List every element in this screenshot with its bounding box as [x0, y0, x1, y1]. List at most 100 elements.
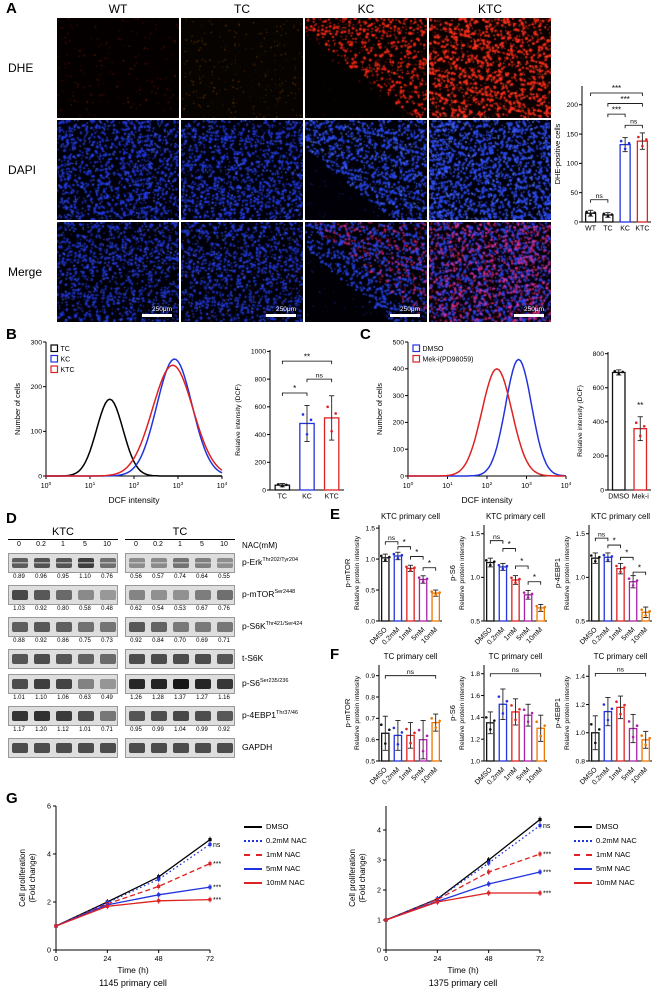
protein-band	[100, 711, 116, 721]
column-header-ktc: KTC	[478, 2, 502, 16]
protein-band	[151, 558, 167, 568]
protein-band	[78, 711, 94, 721]
blot-target-label: p-4EBP1Thr37/46	[242, 710, 299, 720]
svg-text:DHE-positive cells: DHE-positive cells	[553, 123, 562, 184]
svg-text:0: 0	[384, 954, 388, 963]
svg-text:WT: WT	[585, 226, 597, 233]
legend-item: 10mM NAC	[244, 878, 338, 887]
protein-band	[173, 558, 189, 568]
tc-ps6-chart: 1.0 1.2 1.4 1.6 1.8 p-S6 Relative protein inte…	[447, 650, 551, 792]
protein-band	[34, 654, 50, 664]
protein-band	[34, 711, 50, 721]
svg-text:KTC primary cell: KTC primary cell	[486, 512, 545, 521]
band-quantification: 0.53	[174, 606, 186, 612]
legend-label: 0.2mM NAC	[266, 836, 307, 845]
svg-text:2: 2	[47, 898, 51, 907]
blot-strip	[125, 585, 235, 605]
svg-text:3: 3	[377, 856, 381, 865]
band-quantification: 0.64	[196, 574, 208, 580]
legend-label: 10mM NAC	[266, 878, 305, 887]
protein-band	[56, 711, 72, 721]
legend-label: DMSO	[266, 822, 289, 831]
protein-band	[151, 654, 167, 664]
band-quantification: 0.84	[152, 638, 164, 644]
band-quantification: 0.67	[196, 606, 208, 612]
svg-text:1.2: 1.2	[471, 736, 481, 743]
micrograph-canvas	[429, 18, 551, 118]
scale-bar-label: 250μm	[275, 306, 296, 313]
protein-band	[217, 622, 233, 632]
band-quantification: 0.63	[79, 695, 91, 701]
protein-band	[195, 590, 211, 600]
protein-band	[56, 622, 72, 632]
protein-band	[195, 743, 211, 753]
column-header-tc: TC	[234, 2, 250, 16]
svg-text:1mM: 1mM	[608, 626, 624, 642]
f1-svg: 0.5 0.6 0.7 0.8 0.9 p-mTOR Relative protein in…	[343, 652, 442, 787]
protein-band	[100, 558, 116, 568]
svg-text:400: 400	[393, 366, 405, 373]
svg-text:0.5: 0.5	[366, 758, 376, 765]
micrograph-merge-tc: 250μm	[181, 222, 303, 322]
micrograph-merge-wt: 250μm	[57, 222, 179, 322]
protein-band	[173, 654, 189, 664]
svg-text:24: 24	[433, 954, 441, 963]
blot-strip	[8, 649, 118, 669]
legend-line-sample	[574, 867, 592, 870]
panel-c-label: C	[360, 326, 371, 343]
svg-text:TC: TC	[278, 494, 287, 501]
nac-dose-label: 0	[17, 541, 21, 548]
row-label-dapi: DAPI	[8, 163, 37, 177]
svg-text:102: 102	[129, 481, 140, 490]
legend-line-sample	[244, 881, 262, 884]
svg-text:Mek-i: Mek-i	[632, 494, 650, 501]
band-quantification: 1.10	[35, 695, 47, 701]
protein-band	[12, 558, 28, 568]
svg-text:ns: ns	[543, 823, 551, 830]
legend-item: 10mM NAC	[574, 878, 656, 887]
legend-label: 1mM NAC	[596, 850, 631, 859]
svg-text:1145 primary cell: 1145 primary cell	[99, 978, 167, 988]
panel-a-microscopy-grid: WT TC KC KTC DHE DAPI Merge 250μm 250μm 250μm 250μ…	[0, 0, 656, 330]
svg-text:0.8: 0.8	[576, 758, 586, 765]
svg-text:ns: ns	[493, 534, 501, 541]
protein-band	[100, 679, 116, 689]
band-quantification: 0.58	[79, 606, 91, 612]
svg-text:1000: 1000	[251, 349, 266, 356]
row-label-merge: Merge	[8, 265, 43, 279]
svg-text:ns: ns	[407, 669, 415, 676]
blot-strip	[8, 617, 118, 637]
b_bar-svg: 0 200 400 600 800 1000 Relative intensity (DCF…	[235, 349, 344, 501]
protein-band	[129, 622, 145, 632]
svg-text:ns: ns	[512, 667, 520, 674]
svg-text:500: 500	[393, 339, 405, 346]
svg-text:Relative intensity (DCF): Relative intensity (DCF)	[235, 384, 242, 456]
svg-text:DMSO: DMSO	[608, 494, 630, 501]
svg-text:Time (h): Time (h)	[447, 965, 478, 975]
svg-text:*: *	[638, 563, 641, 572]
svg-text:p-mTOR: p-mTOR	[343, 698, 352, 727]
legend-label: 5mM NAC	[596, 864, 631, 873]
svg-text:Number of cells: Number of cells	[375, 383, 384, 435]
svg-text:ns: ns	[630, 118, 638, 125]
band-quantification: 0.99	[152, 727, 164, 733]
band-quantification: 0.71	[218, 638, 230, 644]
protein-band	[151, 590, 167, 600]
micrograph-canvas	[57, 120, 179, 220]
svg-text:DCF intensity: DCF intensity	[108, 495, 160, 505]
tc-p4ebp1-chart: 0.8 1.0 1.2 1.4 p-4EBP1 Relative protein inte…	[552, 650, 656, 792]
svg-text:0.8: 0.8	[366, 694, 376, 701]
legend-item: DMSO	[574, 822, 656, 831]
protein-band	[195, 711, 211, 721]
protein-band	[12, 622, 28, 632]
micrograph-canvas	[57, 222, 179, 322]
protein-band	[217, 654, 233, 664]
svg-text:0.0: 0.0	[366, 618, 376, 625]
micrograph-dapi-kc	[305, 120, 427, 220]
band-quantification: 1.12	[57, 727, 69, 733]
svg-text:104: 104	[217, 481, 228, 490]
svg-text:0.6: 0.6	[366, 737, 376, 744]
svg-text:TC: TC	[61, 346, 70, 353]
band-quantification: 0.69	[196, 638, 208, 644]
